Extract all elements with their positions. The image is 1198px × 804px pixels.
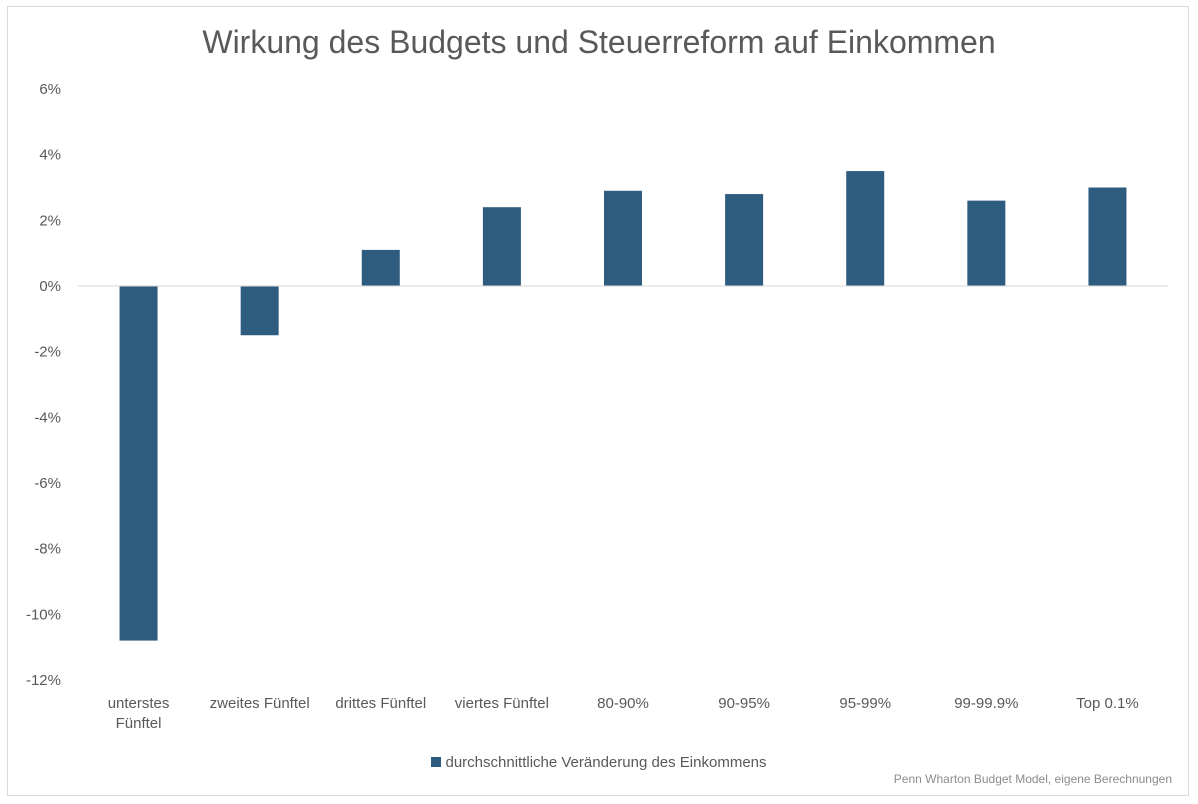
x-category-label: Top 0.1% <box>1076 695 1139 712</box>
bar <box>967 200 1006 286</box>
y-tick-label: 6% <box>39 81 61 98</box>
legend-swatch <box>431 757 442 767</box>
y-tick-label: -8% <box>34 541 61 558</box>
legend: durchschnittliche Veränderung des Einkom… <box>0 754 1198 771</box>
x-category-label: viertes Fünftel <box>455 695 549 712</box>
x-category-label: drittes Fünftel <box>335 695 426 712</box>
bar <box>482 207 521 286</box>
x-axis: unterstes Fünftel zweites Fünftel drittes F… <box>108 695 1139 732</box>
y-tick-label: 0% <box>39 278 61 295</box>
bar <box>1088 187 1127 286</box>
chart-title: Wirkung des Budgets und Steuerreform auf… <box>202 24 996 60</box>
bar <box>119 286 158 641</box>
x-category-label: 90-95% <box>718 695 770 712</box>
chart-frame <box>7 6 1189 796</box>
y-tick-label: -6% <box>34 475 61 492</box>
bar <box>725 194 764 286</box>
source-note: Penn Wharton Budget Model, eigene Berech… <box>893 772 1172 786</box>
y-tick-label: -12% <box>26 672 61 689</box>
x-category-label: 99-99.9% <box>954 695 1018 712</box>
y-tick-label: -2% <box>34 344 61 361</box>
x-category-label: 95-99% <box>839 695 891 712</box>
y-tick-label: 4% <box>39 147 61 164</box>
legend-label: durchschnittliche Veränderung des Einkom… <box>445 754 767 771</box>
bar-series <box>119 171 1127 641</box>
y-tick-label: 2% <box>39 212 61 229</box>
x-category-label: 80-90% <box>597 695 649 712</box>
x-category-label: unterstes Fünftel <box>108 695 170 732</box>
x-category-label: zweites Fünftel <box>210 695 310 712</box>
bar <box>846 171 885 286</box>
bar <box>361 249 400 286</box>
bar <box>240 286 279 336</box>
y-tick-label: -4% <box>34 409 61 426</box>
y-axis: 6% 4% 2% 0% -2% -4% -6% -8% -10% -12% <box>26 81 61 689</box>
bar <box>604 190 642 286</box>
y-tick-label: -10% <box>26 606 61 623</box>
